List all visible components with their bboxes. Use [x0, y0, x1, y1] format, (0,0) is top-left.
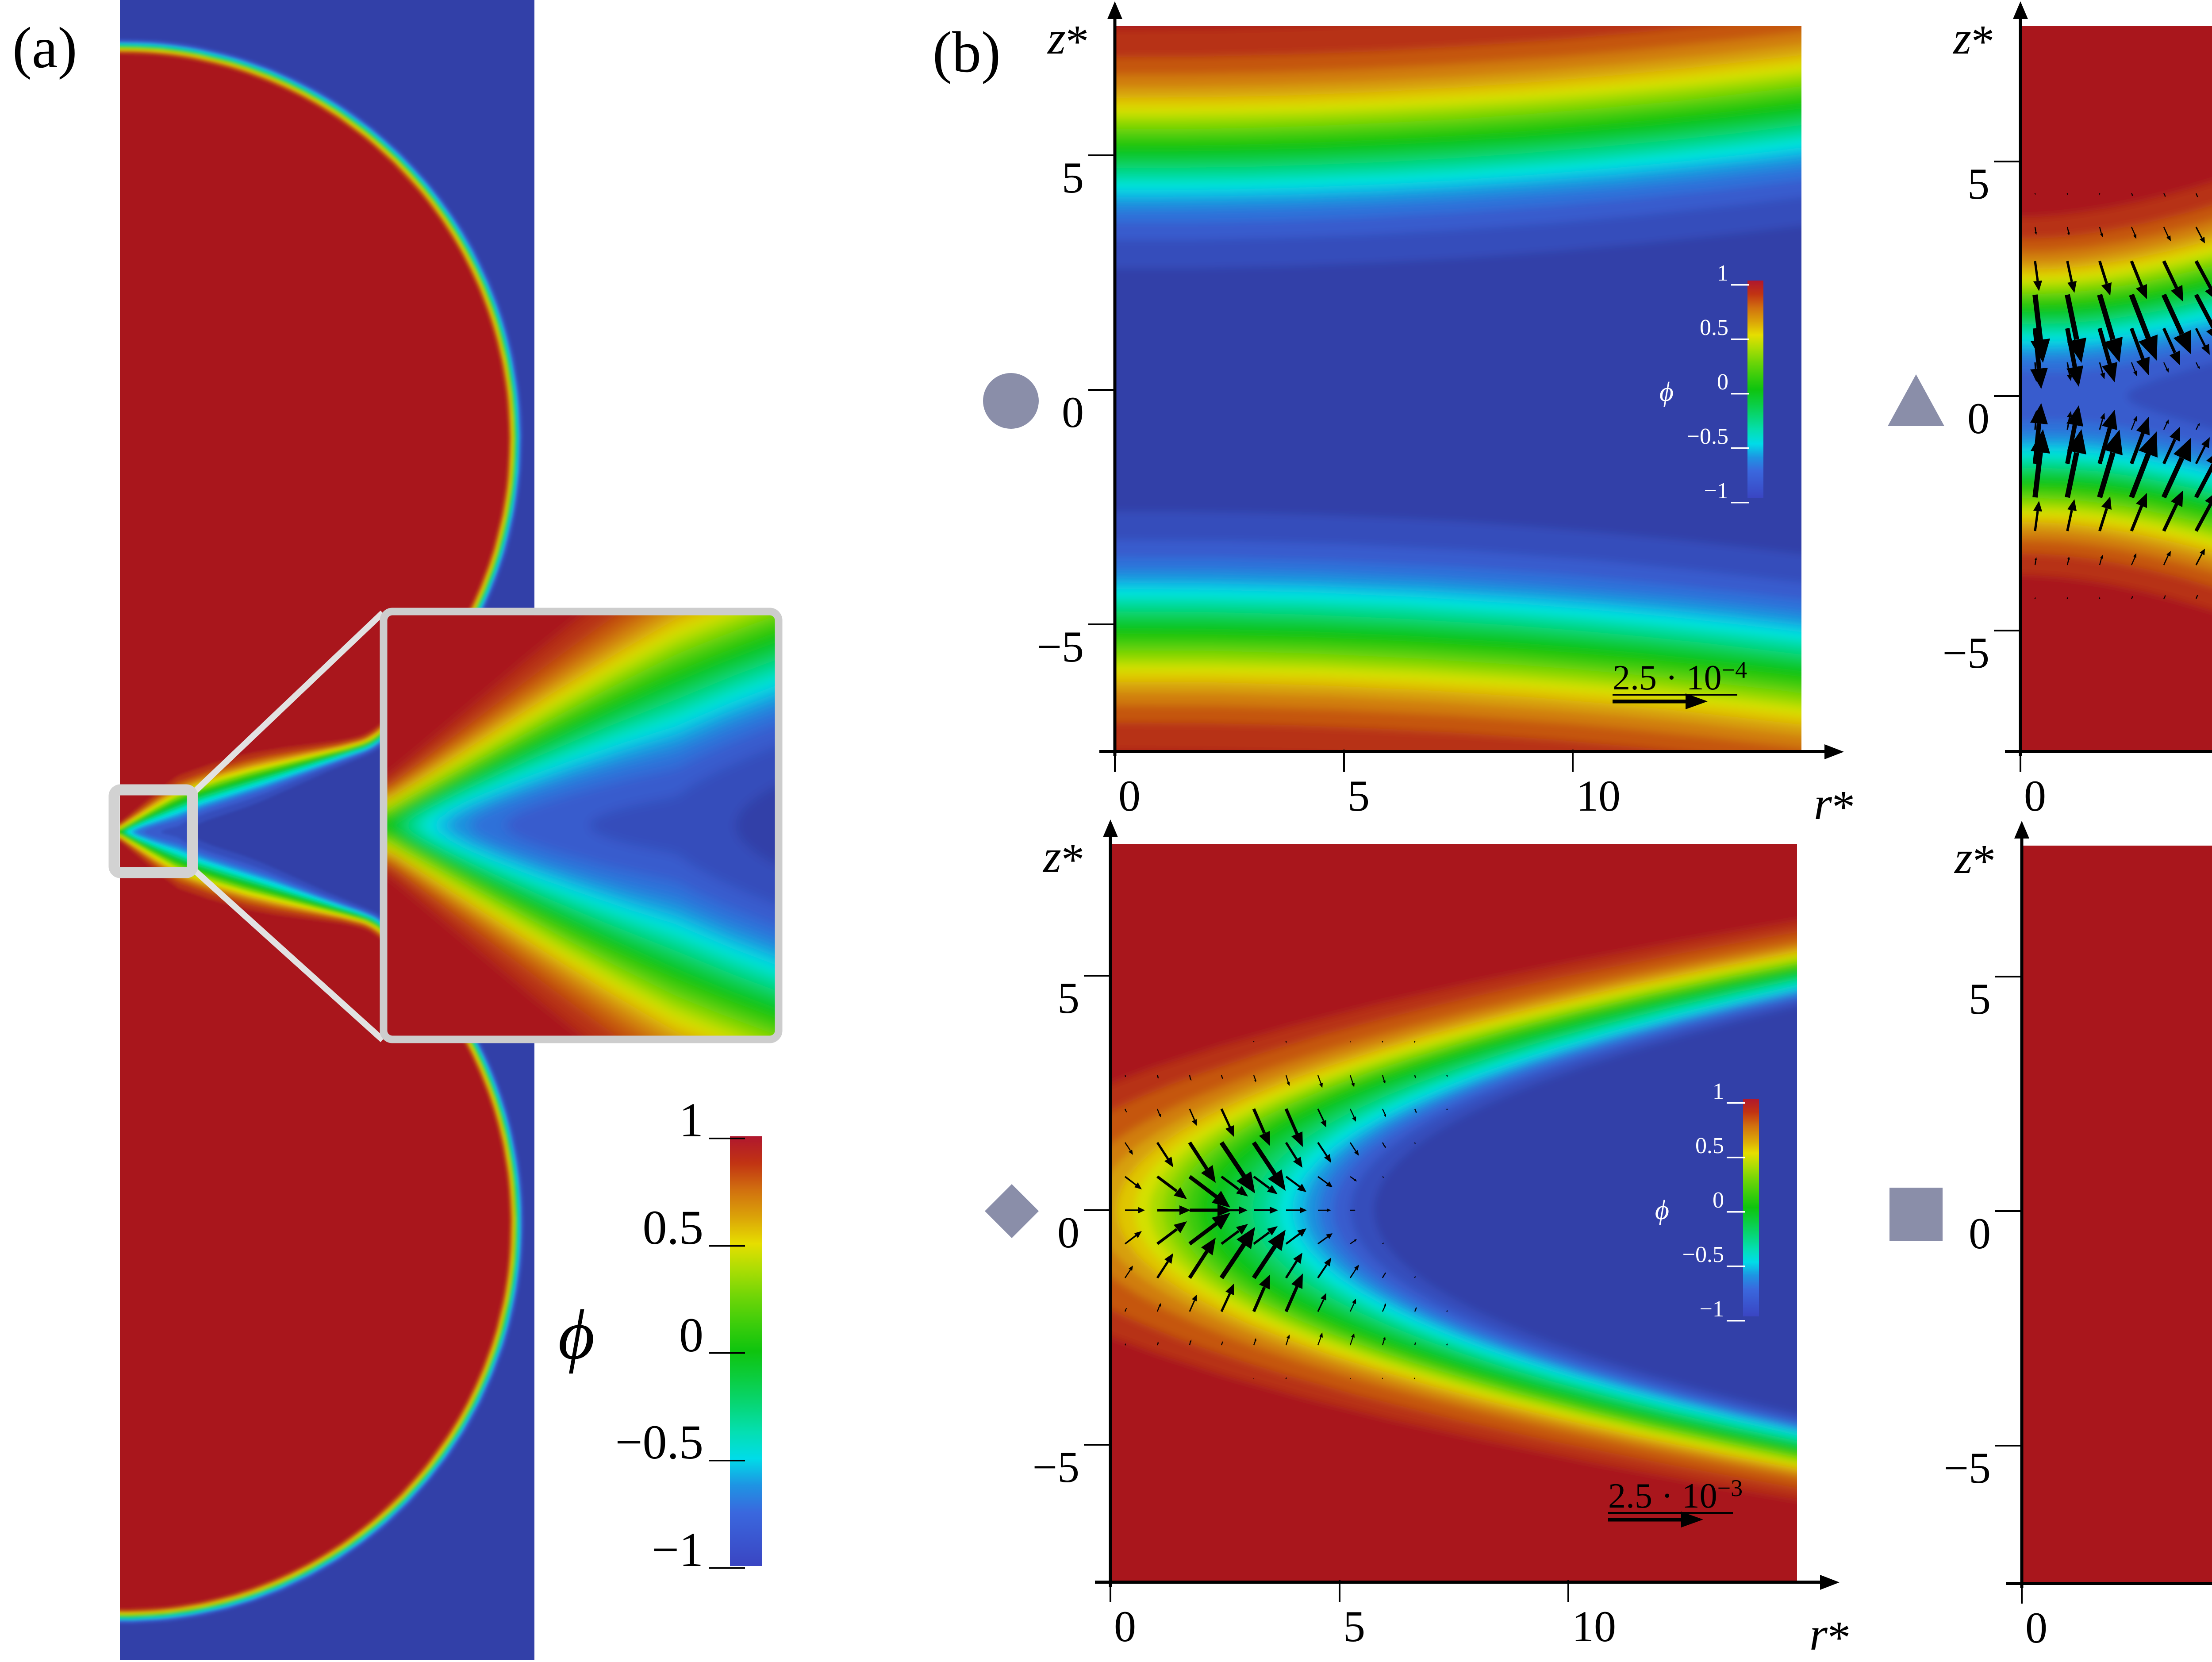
svg-text:−5: −5 [1033, 1443, 1079, 1492]
svg-text:5: 5 [1057, 973, 1079, 1023]
svg-text:−0.5: −0.5 [615, 1415, 703, 1469]
svg-text:0: 0 [1114, 1602, 1136, 1651]
svg-text:−1: −1 [1704, 478, 1728, 504]
svg-text:0: 0 [1969, 1209, 1991, 1258]
svg-text:5: 5 [1343, 1602, 1365, 1651]
svg-text:10: 10 [1576, 771, 1621, 820]
svg-text:1: 1 [679, 1093, 703, 1147]
svg-text:0: 0 [679, 1308, 703, 1362]
svg-text:−5: −5 [1944, 1443, 1991, 1493]
svg-text:−5: −5 [1943, 628, 1989, 677]
svg-text:5: 5 [1969, 974, 1991, 1023]
svg-text:ϕ: ϕ [1655, 1195, 1669, 1225]
svg-text:0: 0 [1967, 394, 1989, 443]
svg-text:r*: r* [1814, 777, 1855, 833]
svg-text:z*: z* [1047, 12, 1089, 67]
svg-text:ϕ: ϕ [558, 1295, 595, 1374]
svg-text:1: 1 [1717, 261, 1728, 286]
svg-text:0: 0 [2024, 771, 2046, 820]
svg-text:0: 0 [1713, 1188, 1724, 1213]
svg-text:0: 0 [2025, 1603, 2047, 1652]
svg-text:−5: −5 [1037, 622, 1084, 671]
svg-text:0: 0 [1057, 1208, 1079, 1257]
svg-text:(b): (b) [933, 19, 1001, 85]
svg-text:5: 5 [1062, 153, 1084, 202]
svg-text:0.5: 0.5 [1700, 315, 1728, 340]
svg-text:−0.5: −0.5 [1687, 424, 1728, 449]
svg-text:5: 5 [1348, 771, 1370, 820]
svg-text:−0.5: −0.5 [1682, 1242, 1724, 1267]
svg-text:0.5: 0.5 [1695, 1133, 1724, 1158]
svg-text:ϕ: ϕ [1659, 377, 1674, 407]
svg-text:0: 0 [1118, 771, 1141, 820]
svg-text:0: 0 [1062, 388, 1084, 437]
svg-text:−1: −1 [652, 1523, 703, 1577]
svg-text:1: 1 [1713, 1079, 1724, 1104]
svg-text:z*: z* [1954, 831, 1996, 887]
svg-text:0: 0 [1717, 369, 1728, 395]
svg-text:−1: −1 [1700, 1297, 1724, 1322]
svg-text:5: 5 [1967, 159, 1989, 208]
svg-text:r*: r* [1809, 1608, 1851, 1660]
svg-text:0.5: 0.5 [643, 1200, 704, 1254]
svg-text:10: 10 [1572, 1602, 1616, 1651]
svg-text:(a): (a) [12, 15, 77, 80]
svg-text:z*: z* [1042, 830, 1084, 885]
svg-text:z*: z* [1952, 12, 1994, 67]
